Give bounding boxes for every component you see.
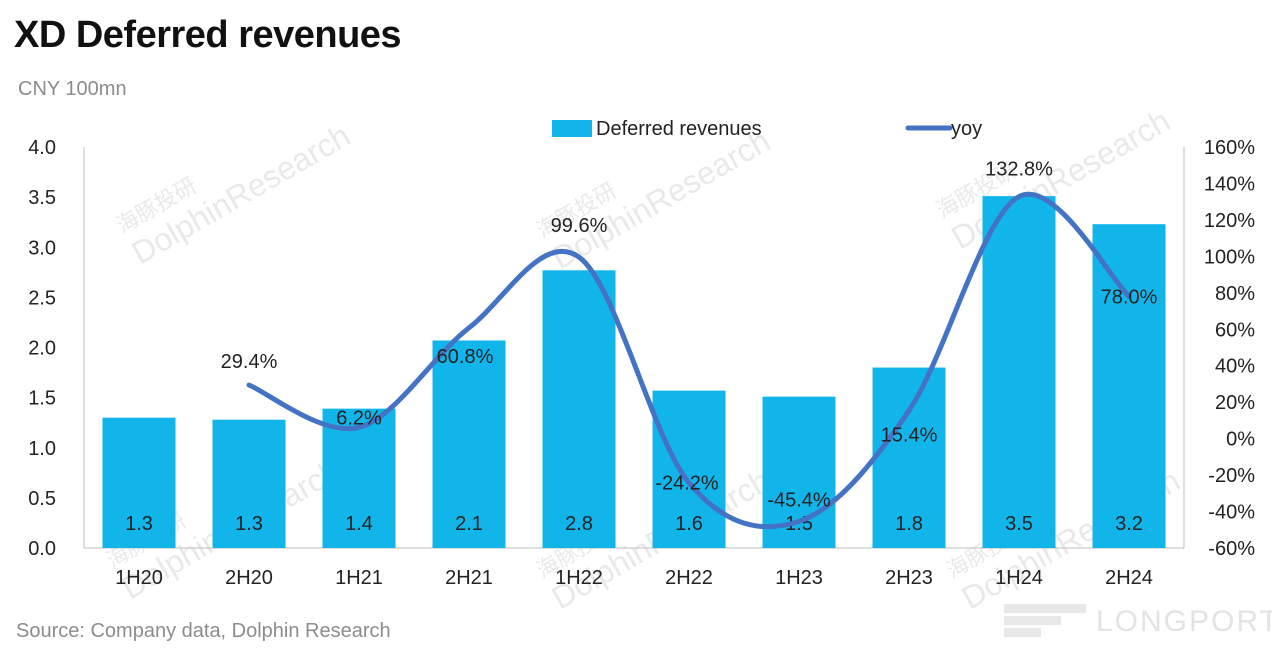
x-tick-label: 2H24: [1105, 567, 1153, 589]
brand-name: LONGPORT: [1096, 605, 1272, 638]
legend: Deferred revenues yoy: [552, 118, 982, 140]
y-right-tick-label: -40%: [1208, 502, 1255, 524]
y-left-tick-label: 2.0: [28, 338, 56, 360]
bar: [982, 196, 1056, 548]
x-tick-label: 2H23: [885, 567, 933, 589]
bar: [432, 340, 506, 548]
bar-value-label: 1.4: [345, 513, 373, 535]
yoy-value-label: -45.4%: [767, 489, 831, 511]
x-tick-label: 1H22: [555, 567, 603, 589]
yoy-value-label: 6.2%: [336, 407, 382, 429]
y-right-tick-label: 160%: [1204, 137, 1255, 159]
yoy-value-label: 29.4%: [221, 351, 278, 373]
yoy-value-label: -24.2%: [655, 473, 719, 495]
x-tick-label: 2H21: [445, 567, 493, 589]
bar-value-label: 1.8: [895, 513, 923, 535]
y-right-tick-label: 0%: [1226, 429, 1255, 451]
chart-subtitle: CNY 100mn: [18, 78, 127, 100]
y-right-tick-label: 40%: [1215, 356, 1255, 378]
bar: [1092, 224, 1166, 548]
y-left-tick-label: 3.0: [28, 237, 56, 259]
brand-mark-icon: [1004, 604, 1086, 640]
bar-value-label: 1.6: [675, 513, 703, 535]
y-left-tick-label: 2.5: [28, 287, 56, 309]
x-tick-label: 1H24: [995, 567, 1043, 589]
y-right-tick-label: 100%: [1204, 246, 1255, 268]
y-left-tick-label: 0.5: [28, 488, 56, 510]
brand-logo: LONGPORT: [1004, 604, 1272, 640]
y-right-tick-label: -20%: [1208, 465, 1255, 487]
bar-value-label: 3.2: [1115, 513, 1143, 535]
y-right-tick-label: 140%: [1204, 173, 1255, 195]
x-tick-label: 1H20: [115, 567, 163, 589]
chart-title: XD Deferred revenues: [14, 14, 402, 56]
bar: [212, 419, 286, 548]
legend-label-line: yoy: [951, 118, 982, 140]
y-right-tick-label: -60%: [1208, 538, 1255, 560]
y-right-tick-label: 120%: [1204, 210, 1255, 232]
bar: [652, 390, 726, 548]
yoy-value-label: 15.4%: [881, 425, 938, 447]
y-right-tick-label: 80%: [1215, 283, 1255, 305]
y-right-tick-label: 20%: [1215, 392, 1255, 414]
yoy-line: [246, 191, 1132, 530]
bar: [322, 408, 396, 548]
bar-value-label: 2.1: [455, 513, 483, 535]
source-note: Source: Company data, Dolphin Research: [16, 620, 391, 642]
bar-value-label: 2.8: [565, 513, 593, 535]
bar: [542, 270, 616, 548]
x-tick-label: 2H20: [225, 567, 273, 589]
y-left-tick-label: 1.5: [28, 388, 56, 410]
yoy-value-label: 60.8%: [437, 346, 494, 368]
x-tick-label: 2H22: [665, 567, 713, 589]
yoy-value-label: 99.6%: [551, 215, 608, 237]
x-tick-label: 1H21: [335, 567, 383, 589]
bar-value-label: 1.3: [125, 513, 153, 535]
y-left-tick-label: 0.0: [28, 538, 56, 560]
legend-swatch-bar: [552, 120, 592, 137]
yoy-value-label: 78.0%: [1101, 286, 1158, 308]
x-tick-label: 1H23: [775, 567, 823, 589]
yoy-value-label: 132.8%: [985, 159, 1053, 181]
y-left-tick-label: 3.5: [28, 187, 56, 209]
y-right-tick-label: 60%: [1215, 319, 1255, 341]
legend-label-bar: Deferred revenues: [596, 118, 762, 140]
bar: [102, 417, 176, 548]
bar-value-label: 1.3: [235, 513, 263, 535]
bar-value-label: 3.5: [1005, 513, 1033, 535]
y-left-tick-label: 1.0: [28, 438, 56, 460]
y-left-tick-label: 4.0: [28, 137, 56, 159]
bar: [872, 367, 946, 548]
